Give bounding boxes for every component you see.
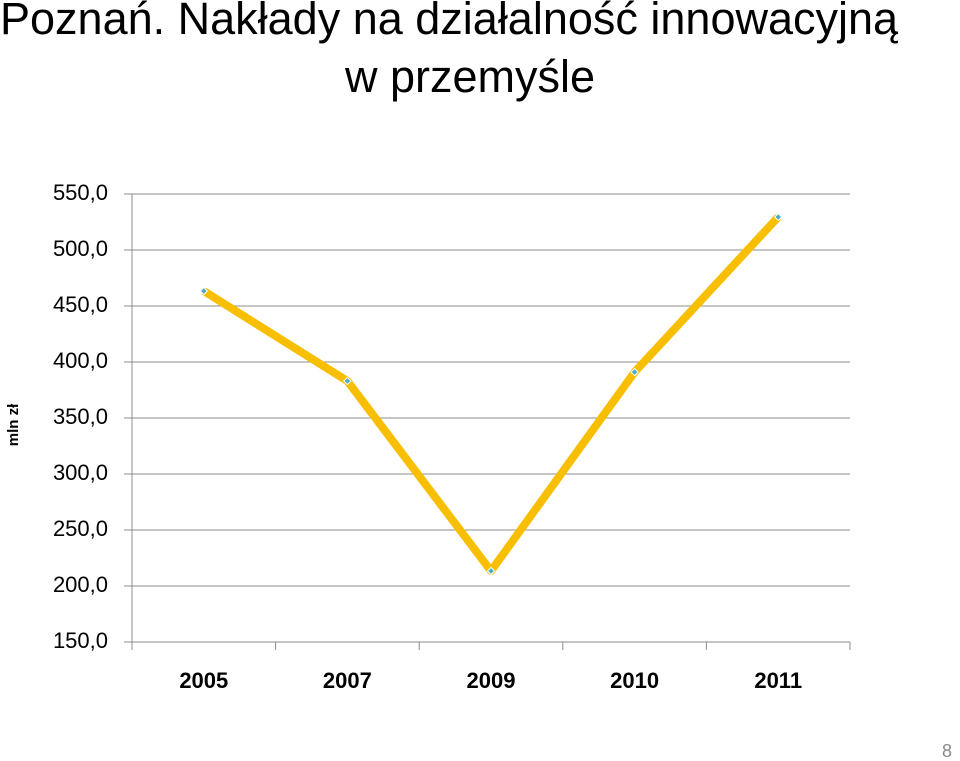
y-tick-label: 200,0 bbox=[53, 572, 108, 597]
y-tick-label: 150,0 bbox=[53, 628, 108, 653]
y-tick-label: 350,0 bbox=[53, 404, 108, 429]
page-number: 8 bbox=[942, 741, 952, 761]
x-tick-label: 2010 bbox=[610, 668, 659, 693]
x-tick-label: 2009 bbox=[467, 668, 516, 693]
data-line bbox=[201, 214, 782, 575]
data-point bbox=[773, 212, 783, 222]
y-axis-label: mln zł bbox=[5, 403, 22, 446]
x-tick-label: 2007 bbox=[323, 668, 372, 693]
y-tick-label: 450,0 bbox=[53, 292, 108, 317]
y-tick-label: 550,0 bbox=[53, 180, 108, 205]
data-point bbox=[486, 566, 496, 576]
y-tick-label: 250,0 bbox=[53, 516, 108, 541]
chart-subtitle: w przemyśle bbox=[344, 51, 595, 102]
x-tick-label: 2011 bbox=[754, 668, 802, 693]
data-point bbox=[630, 367, 639, 377]
y-tick-label: 500,0 bbox=[53, 236, 108, 261]
data-point bbox=[343, 376, 352, 386]
data-point bbox=[199, 286, 209, 296]
y-tick-label: 400,0 bbox=[53, 348, 108, 373]
y-tick-label: 300,0 bbox=[53, 460, 108, 485]
chart-title: Poznań. Nakłady na działalność innowacyj… bbox=[0, 0, 899, 44]
x-tick-label: 2005 bbox=[179, 668, 228, 693]
